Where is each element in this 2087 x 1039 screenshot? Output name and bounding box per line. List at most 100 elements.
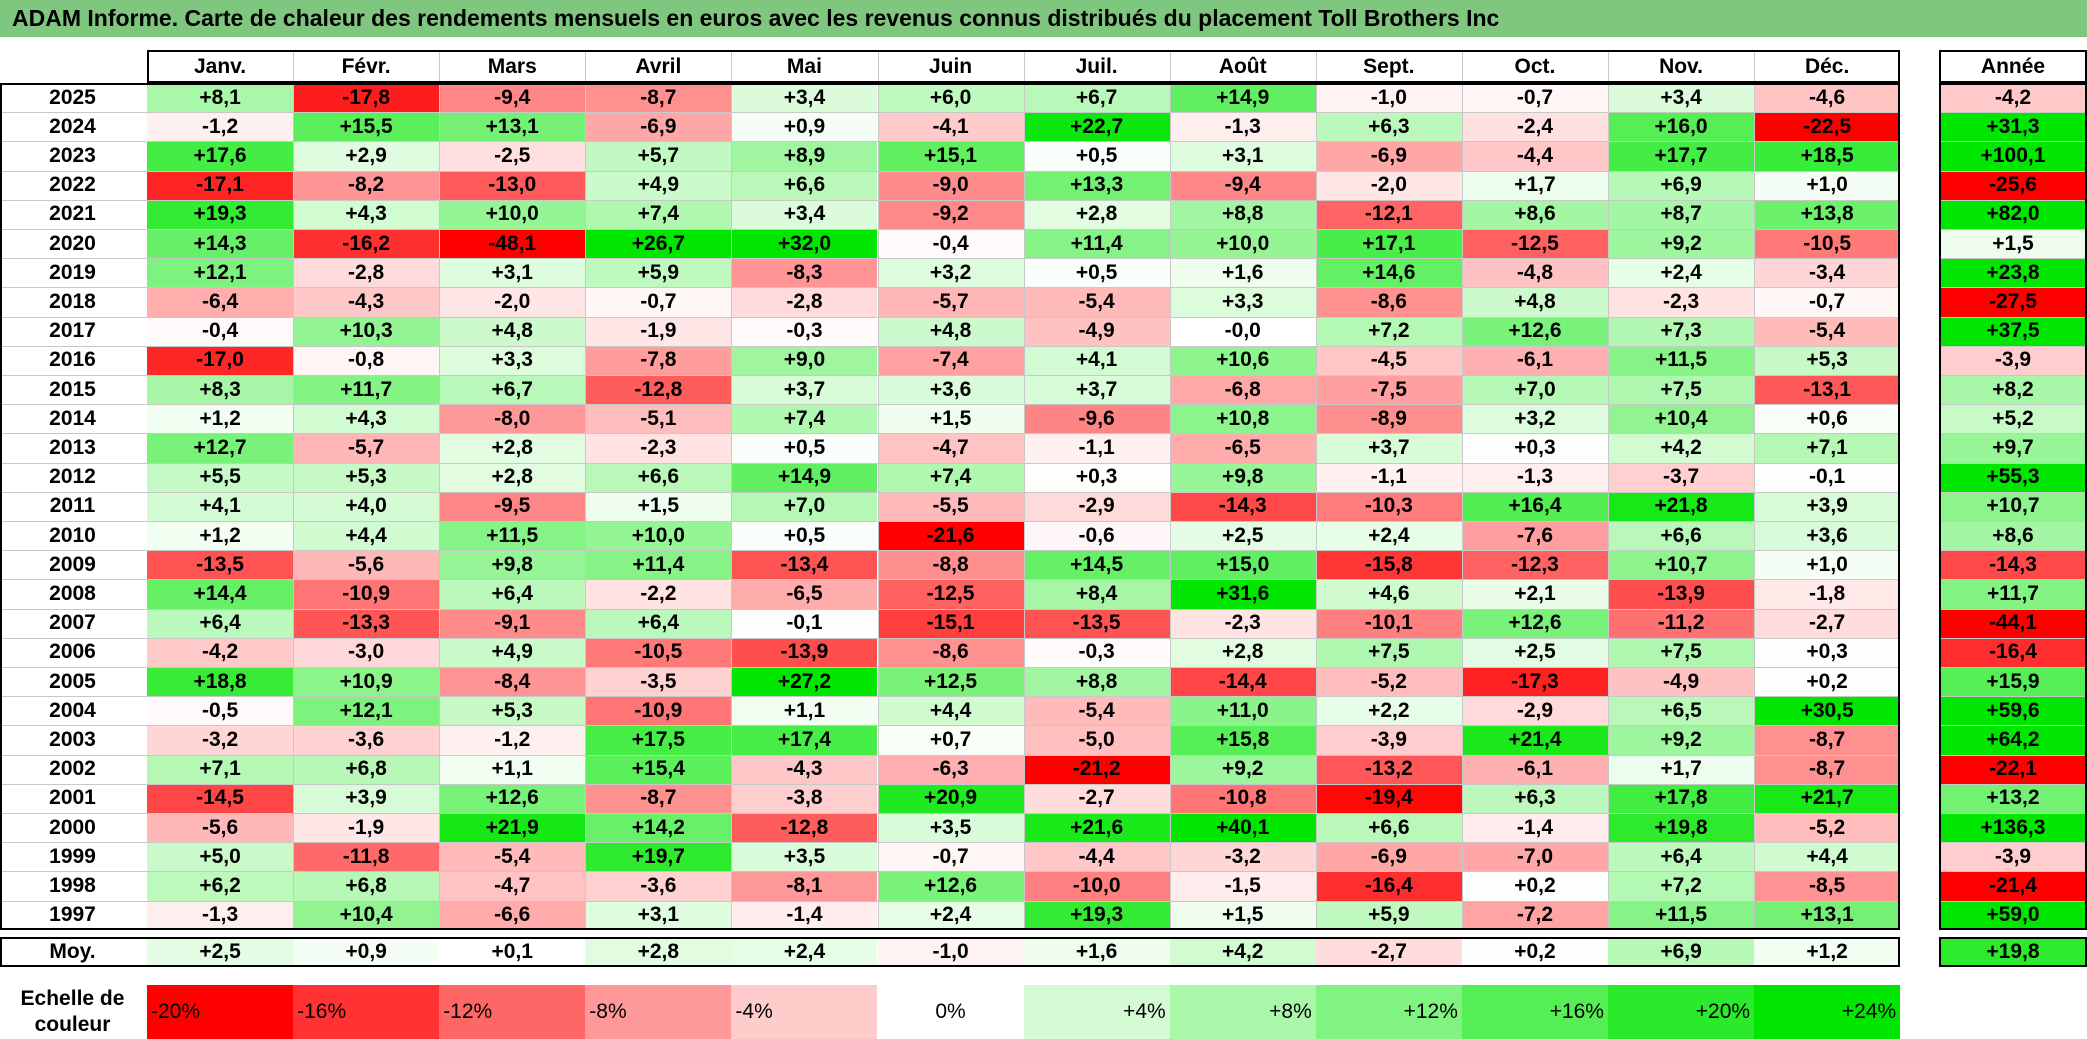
report-title: ADAM Informe. Carte de chaleur des rende… xyxy=(0,0,2087,37)
annual-cell: +5,2 xyxy=(1939,404,2087,434)
heatmap-cell: +2,5 xyxy=(1461,637,1608,667)
heatmap-cell: +7,0 xyxy=(1461,375,1608,405)
heatmap-cell: -10,5 xyxy=(1754,229,1901,259)
heatmap-cell: +2,4 xyxy=(877,900,1024,930)
heatmap-cell: +2,8 xyxy=(1023,199,1170,229)
heatmap-cell: +8,9 xyxy=(731,141,878,171)
gridline xyxy=(1315,50,1317,930)
heatmap-cell: +2,4 xyxy=(1608,258,1755,288)
gridline xyxy=(0,375,1901,376)
average-cell: +1,6 xyxy=(1023,936,1170,967)
heatmap-cell: +3,7 xyxy=(731,375,878,405)
heatmap-cell: -6,3 xyxy=(877,754,1024,784)
heatmap-cell: +3,9 xyxy=(293,783,440,813)
heatmap-cell: +27,2 xyxy=(731,667,878,697)
gridline xyxy=(1939,842,2087,844)
annual-cell: +8,2 xyxy=(1939,375,2087,405)
heatmap-cell: +8,7 xyxy=(1608,199,1755,229)
heatmap-cell: -6,8 xyxy=(1169,375,1316,405)
heatmap-cell: -4,3 xyxy=(293,287,440,317)
heatmap-cell: -3,2 xyxy=(1169,842,1316,872)
heatmap-cell: -0,4 xyxy=(147,316,294,346)
month-header: Oct. xyxy=(1514,54,1556,78)
annual-cell: +9,7 xyxy=(1939,433,2087,463)
heatmap-cell: -10,1 xyxy=(1315,608,1462,638)
heatmap-cell: +6,6 xyxy=(731,170,878,200)
heatmap-cell: +10,6 xyxy=(1169,345,1316,375)
heatmap-cell: -0,1 xyxy=(731,608,878,638)
year-label: 2009 xyxy=(49,552,96,576)
heatmap-cell: +5,7 xyxy=(585,141,732,171)
heatmap-cell: -10,3 xyxy=(1315,491,1462,521)
heatmap-cell: +1,1 xyxy=(731,696,878,726)
heatmap-cell: +11,4 xyxy=(1023,229,1170,259)
heatmap-cell: +19,8 xyxy=(1608,813,1755,843)
heatmap-cell: -2,0 xyxy=(1315,170,1462,200)
heatmap-cell: -5,2 xyxy=(1315,667,1462,697)
heatmap-cell: +9,0 xyxy=(731,345,878,375)
average-cell: +0,9 xyxy=(293,936,440,967)
heatmap-cell: -7,6 xyxy=(1461,521,1608,551)
gridline xyxy=(0,316,1901,318)
heatmap-cell: -5,2 xyxy=(1754,813,1901,843)
year-label: 2024 xyxy=(49,114,96,138)
heatmap-cell: -3,4 xyxy=(1754,258,1901,288)
heatmap-cell: +15,4 xyxy=(585,754,732,784)
heatmap-cell: +22,7 xyxy=(1023,112,1170,142)
heatmap-cell: -9,4 xyxy=(1169,170,1316,200)
annual-cell: -14,3 xyxy=(1939,550,2087,580)
heatmap-cell: +6,7 xyxy=(439,375,586,405)
heatmap-cell: +10,8 xyxy=(1169,404,1316,434)
average-cell: -2,7 xyxy=(1315,936,1462,967)
color-scale-label: Echelle de couleur xyxy=(20,986,125,1036)
year-label: 2003 xyxy=(49,727,96,751)
month-header: Mai xyxy=(786,54,822,78)
heatmap-cell: +7,1 xyxy=(147,754,294,784)
heatmap-cell: +7,2 xyxy=(1315,316,1462,346)
gridline xyxy=(1939,433,2087,435)
gridline xyxy=(1939,696,2087,698)
annual-cell: -21,4 xyxy=(1939,871,2087,901)
heatmap-cell: +6,0 xyxy=(877,83,1024,113)
heatmap-cell: +14,5 xyxy=(1023,550,1170,580)
heatmap-cell: +17,5 xyxy=(585,725,732,755)
heatmap-cell: -7,5 xyxy=(1315,375,1462,405)
heatmap-cell: -1,4 xyxy=(731,900,878,930)
heatmap-cell: +19,3 xyxy=(1023,900,1170,930)
heatmap-cell: +5,3 xyxy=(439,696,586,726)
heatmap-cell: +12,6 xyxy=(877,871,1024,901)
heatmap-cell: +13,3 xyxy=(1023,170,1170,200)
heatmap-cell: +6,4 xyxy=(147,608,294,638)
annual-cell: +136,3 xyxy=(1939,813,2087,843)
heatmap-cell: -16,2 xyxy=(293,229,440,259)
heatmap-cell: +14,3 xyxy=(147,229,294,259)
heatmap-cell: -0,8 xyxy=(293,345,440,375)
gridline xyxy=(1939,199,2087,201)
gridline xyxy=(1939,637,2087,639)
heatmap-cell: +8,1 xyxy=(147,83,294,113)
heatmap-cell: +21,7 xyxy=(1754,783,1901,813)
heatmap-cell: +4,4 xyxy=(293,521,440,551)
heatmap-cell: +9,2 xyxy=(1608,725,1755,755)
heatmap-cell: +3,1 xyxy=(1169,141,1316,171)
heatmap-cell: +12,1 xyxy=(293,696,440,726)
heatmap-cell: +4,8 xyxy=(439,316,586,346)
heatmap-cell: -8,7 xyxy=(1754,754,1901,784)
heatmap-cell: +0,3 xyxy=(1461,433,1608,463)
heatmap-cell: +3,2 xyxy=(1461,404,1608,434)
heatmap-cell: +3,4 xyxy=(731,83,878,113)
month-header: Avril xyxy=(635,54,682,78)
heatmap-cell: -7,4 xyxy=(877,345,1024,375)
heatmap-cell: +2,8 xyxy=(1169,637,1316,667)
heatmap-cell: +7,0 xyxy=(731,491,878,521)
heatmap-cell: +10,3 xyxy=(293,316,440,346)
heatmap-cell: +3,1 xyxy=(439,258,586,288)
heatmap-cell: -4,6 xyxy=(1754,83,1901,113)
gridline xyxy=(0,550,1901,552)
heatmap-cell: -2,0 xyxy=(439,287,586,317)
heatmap-cell: +2,5 xyxy=(1169,521,1316,551)
heatmap-cell: +4,3 xyxy=(293,199,440,229)
gridline xyxy=(1754,50,1756,930)
heatmap-cell: +1,2 xyxy=(147,521,294,551)
gridline xyxy=(1169,50,1171,930)
